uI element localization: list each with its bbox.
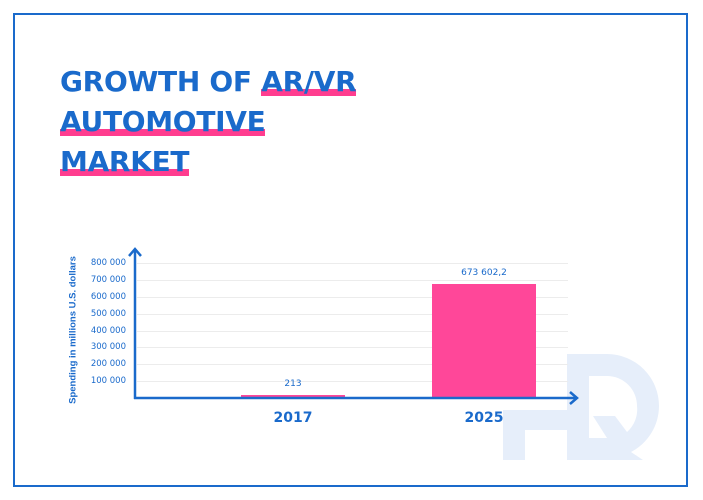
grid-line <box>137 347 568 348</box>
page-title: GROWTH OF AR/VR AUTOMOTIVE MARKET <box>60 62 540 182</box>
bar-2017 <box>241 395 345 398</box>
grid-line <box>137 263 568 264</box>
title-part1: GROWTH OF <box>60 65 262 98</box>
y-tick-label: 100 000 <box>90 376 126 387</box>
grid-line <box>137 364 568 365</box>
grid-line <box>137 381 568 382</box>
grid-line <box>137 280 568 281</box>
grid-line <box>137 297 568 298</box>
y-tick-label: 600 000 <box>90 291 126 302</box>
bar-value-label: 213 <box>284 379 302 389</box>
y-axis-arrow-icon <box>128 247 142 257</box>
y-tick-label: 200 000 <box>90 359 126 370</box>
bar-value-label: 673 602,2 <box>461 268 507 279</box>
x-axis-arrow-icon <box>569 391 579 405</box>
y-tick-label: 800 000 <box>90 258 126 268</box>
y-tick-label: 500 000 <box>90 308 126 319</box>
outer-frame <box>13 13 688 487</box>
bar-2025 <box>432 284 536 398</box>
x-tick-label: 2025 <box>464 410 504 426</box>
y-tick-label: 400 000 <box>90 325 126 336</box>
title-highlight-2: MARKET <box>60 145 190 178</box>
hq-logo-watermark <box>503 354 659 460</box>
grid-line <box>137 331 568 332</box>
y-tick-label: 700 000 <box>90 274 126 285</box>
x-tick-label: 2017 <box>273 410 313 426</box>
grid-line <box>137 314 568 315</box>
y-tick-label: 300 000 <box>90 342 126 353</box>
